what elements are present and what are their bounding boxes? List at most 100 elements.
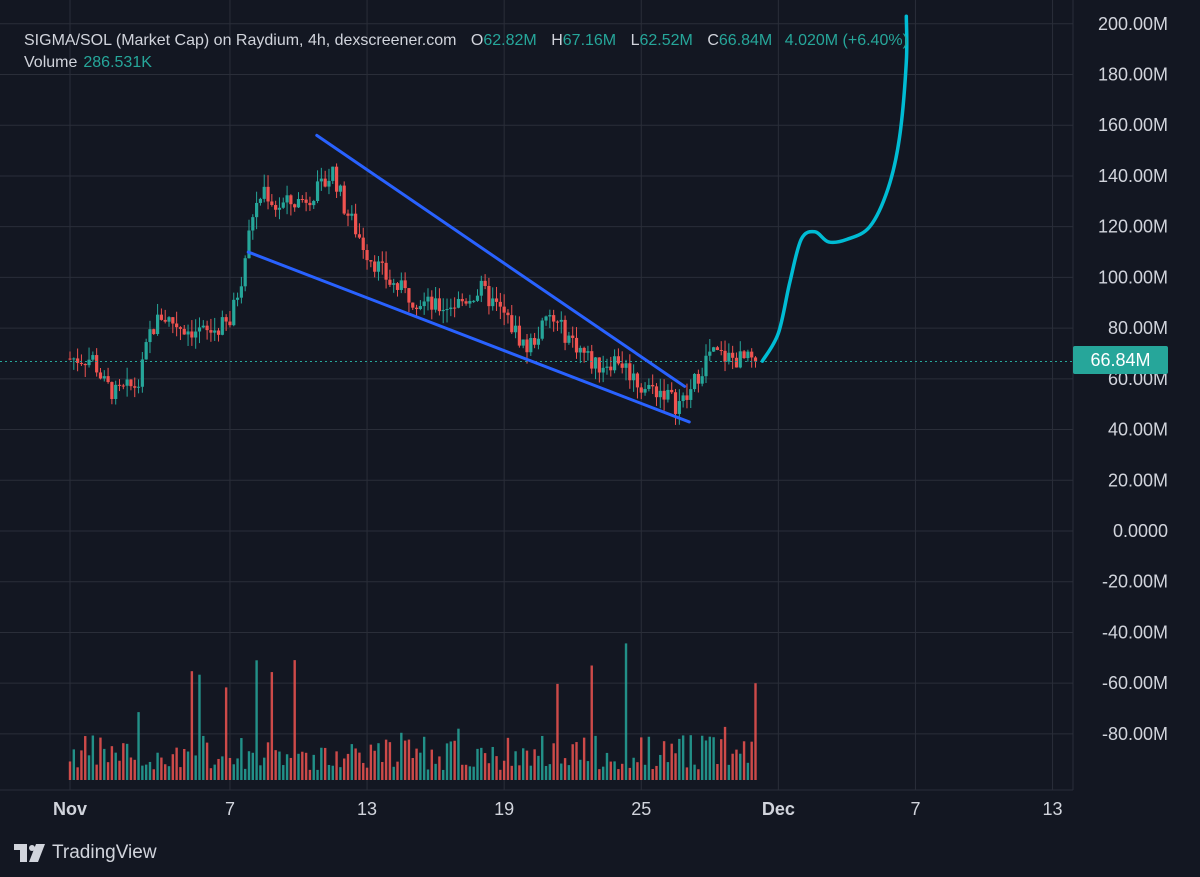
candle-body: [167, 317, 171, 322]
volume-bar: [304, 752, 308, 780]
chart-legend: SIGMA/SOL (Market Cap) on Raydium, 4h, d…: [24, 30, 908, 74]
candle-body: [574, 337, 579, 353]
candle-body: [533, 337, 537, 345]
candle-body: [517, 325, 521, 346]
volume-bar: [137, 712, 140, 780]
volume-bar: [495, 756, 498, 780]
candle-body: [163, 319, 167, 322]
candle-body: [601, 367, 605, 373]
candle-body: [738, 351, 742, 368]
candle-body: [525, 339, 529, 353]
candle-body: [395, 283, 400, 290]
candle-body: [586, 351, 590, 353]
volume-bar: [697, 769, 700, 780]
candle-body: [68, 358, 72, 360]
candle-body: [289, 195, 293, 205]
candle-body: [472, 300, 476, 302]
open-value: 62.82M: [483, 32, 537, 49]
projection-curve[interactable]: [760, 14, 909, 363]
candle-body: [563, 319, 567, 343]
candle-body: [277, 207, 282, 210]
candle-body: [529, 337, 533, 353]
volume-bar: [567, 765, 571, 780]
candle-body: [243, 258, 247, 287]
candle-body: [175, 323, 179, 328]
candle-body: [483, 280, 487, 286]
volume-bar: [407, 739, 411, 780]
candle-body: [281, 202, 285, 208]
price-axis[interactable]: 200.00M 180.00M 160.00M 140.00M 120.00M 100.0…: [1098, 14, 1168, 744]
candle-body: [350, 213, 354, 216]
volume-bar: [232, 764, 235, 780]
candle-body: [422, 301, 426, 307]
volume-bar: [236, 758, 239, 780]
volume-bar: [91, 735, 95, 780]
volume-bar: [483, 753, 487, 780]
candle-body: [255, 202, 259, 218]
volume-bar: [457, 728, 460, 780]
candle-body: [411, 302, 415, 308]
candle-body: [216, 330, 221, 335]
candle-body: [171, 317, 175, 324]
volume-bar: [613, 761, 616, 780]
volume-bar: [674, 753, 677, 780]
candle-body: [357, 234, 362, 238]
volume-bar: [712, 737, 715, 780]
volume-bar: [575, 742, 578, 780]
candle-body: [513, 325, 518, 333]
candle-body: [110, 382, 114, 399]
candle-body: [632, 373, 636, 381]
candle-body: [98, 372, 103, 379]
candle-body: [117, 384, 122, 386]
candle-body: [228, 321, 232, 326]
volume-bar: [87, 755, 91, 780]
candle-body: [426, 296, 430, 302]
legend-volume-row: Volume 286.531K: [24, 52, 908, 74]
volume-label[interactable]: Volume: [24, 54, 78, 71]
candle-body: [392, 283, 396, 285]
candle-body: [445, 309, 449, 311]
volume-bar: [621, 763, 624, 780]
trendline-lower[interactable]: [246, 250, 691, 424]
volume-bar: [521, 748, 525, 780]
x-tick-label: 7: [910, 799, 920, 819]
candle-body: [552, 315, 556, 322]
volume-bar: [297, 753, 300, 780]
trendlines[interactable]: [246, 133, 691, 424]
candle-body: [544, 316, 548, 321]
volume-bar: [529, 765, 533, 780]
candle-body: [178, 327, 183, 329]
trendline-upper[interactable]: [315, 133, 687, 388]
candle-body: [369, 260, 373, 262]
volume-bar: [388, 742, 392, 780]
candle-body: [106, 376, 110, 383]
candle-body: [666, 389, 670, 400]
candle-body: [201, 325, 205, 328]
candle-body: [361, 237, 365, 251]
candle-body: [479, 280, 483, 296]
volume-bar: [468, 766, 472, 780]
candle-body: [399, 280, 403, 290]
volume-bar: [605, 752, 609, 780]
grid-lines: [0, 0, 1073, 790]
time-axis[interactable]: Nov 7 13 19 25 Dec 7 13: [53, 799, 1063, 819]
candle-body: [430, 296, 434, 310]
volume-bar: [84, 736, 87, 780]
volume-bar: [514, 751, 517, 780]
volume-bar: [133, 759, 136, 780]
volume-bar: [422, 736, 426, 780]
candle-body: [266, 186, 270, 202]
candle-body: [742, 351, 746, 359]
candle-body: [464, 301, 468, 304]
symbol-title[interactable]: SIGMA/SOL (Market Cap) on Raydium, 4h, d…: [24, 32, 457, 49]
volume-bar: [129, 757, 133, 780]
volume-bar: [331, 765, 334, 780]
tradingview-logo[interactable]: TradingView: [14, 841, 157, 865]
volume-bar: [152, 769, 155, 780]
candle-body: [673, 392, 678, 414]
volume-bar: [76, 767, 79, 780]
candle-body: [453, 307, 457, 309]
candle-body: [685, 395, 689, 400]
volume-bar: [377, 743, 380, 780]
